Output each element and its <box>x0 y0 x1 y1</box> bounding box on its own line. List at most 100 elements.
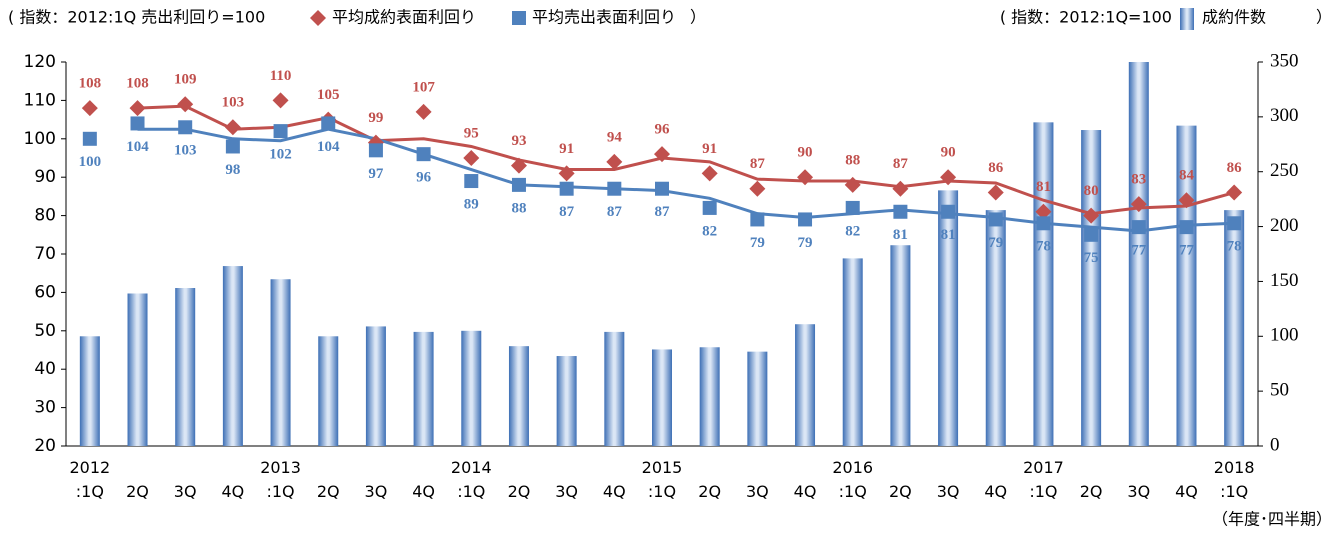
value-label: 102 <box>269 147 292 163</box>
right-note: ( 指数：2012:1Q=100 <box>1000 8 1172 27</box>
y-tick-label: 100 <box>24 129 56 149</box>
bar <box>365 326 386 446</box>
x-tick-label: 2Q <box>508 482 531 501</box>
legend-close: ） <box>690 8 706 27</box>
diamond-marker <box>1178 192 1195 209</box>
value-label: 108 <box>79 76 102 92</box>
value-label: 97 <box>368 166 384 182</box>
value-label: 84 <box>1179 168 1195 184</box>
value-label: 89 <box>464 196 479 212</box>
value-label: 108 <box>126 76 149 92</box>
square-marker <box>130 116 145 131</box>
value-label: 96 <box>416 170 432 186</box>
bar <box>461 330 482 446</box>
square-marker <box>178 120 193 135</box>
diamond-marker <box>415 103 432 120</box>
value-label: 107 <box>412 79 435 95</box>
square-marker <box>368 143 383 158</box>
x-tick-label: 2013:1Q <box>260 458 301 501</box>
diamond-marker <box>510 157 527 174</box>
square-marker <box>82 131 97 146</box>
diamond-marker <box>1130 196 1147 213</box>
square-marker <box>1179 220 1194 235</box>
value-label: 86 <box>1227 160 1243 176</box>
diamond-marker <box>654 146 670 163</box>
bar <box>842 258 863 446</box>
square-marker <box>225 139 240 154</box>
left-note: ( 指数：2012:1Q 売出利回り=100 <box>8 8 265 27</box>
square-marker <box>893 204 908 219</box>
bar <box>604 331 625 446</box>
value-label: 81 <box>941 227 956 243</box>
value-label: 109 <box>174 72 197 88</box>
legend-close: ） <box>1316 8 1332 27</box>
diamond-marker <box>1083 207 1100 224</box>
value-label: 99 <box>368 110 383 126</box>
value-label: 79 <box>798 235 813 251</box>
bar <box>318 336 339 446</box>
x-tick-label: 2018:1Q <box>1214 458 1255 501</box>
value-label: 82 <box>845 223 860 239</box>
value-label: 77 <box>1131 243 1147 259</box>
value-label: 90 <box>941 145 956 161</box>
value-label: 105 <box>317 87 340 103</box>
square-marker <box>988 212 1003 227</box>
diamond-marker <box>129 100 146 117</box>
value-label: 87 <box>655 204 671 220</box>
x-tick-label: 4Q <box>412 482 435 501</box>
value-label: 87 <box>750 156 766 172</box>
bar <box>79 336 100 446</box>
value-label: 77 <box>1179 243 1195 259</box>
plot: 20 30 40 50 60 70 80 90 100 110 120 0 50 100 150 200 250… <box>24 50 1299 500</box>
value-label: 80 <box>1084 183 1099 199</box>
value-label: 81 <box>1036 179 1051 195</box>
x-tick-label: 4Q <box>794 482 817 501</box>
y-tick-label: 90 <box>34 167 56 187</box>
x-tick-label: 2Q <box>126 482 149 501</box>
value-label: 83 <box>1131 172 1146 188</box>
value-label: 86 <box>988 160 1004 176</box>
legend-diamond <box>310 10 326 26</box>
bar <box>985 210 1006 446</box>
diamond-marker <box>463 150 480 166</box>
value-label: 103 <box>174 143 197 159</box>
bar <box>1081 130 1102 446</box>
y-tick-label: 120 <box>24 52 56 72</box>
bar <box>795 324 816 446</box>
y2-tick-label: 150 <box>1270 270 1299 291</box>
bar <box>508 346 529 446</box>
bar <box>938 190 959 446</box>
x-tick-label: 2016:1Q <box>832 458 873 501</box>
diamond-marker <box>224 119 241 136</box>
diamond-marker <box>749 180 766 197</box>
square-marker <box>1084 227 1099 242</box>
x-axis-label: （年度･四半期） <box>1212 510 1332 529</box>
x-tick-label: 3Q <box>555 482 578 501</box>
square-marker <box>1131 220 1146 235</box>
x-tick-label: 2014:1Q <box>451 458 492 501</box>
bar <box>652 349 672 446</box>
value-label: 87 <box>893 156 909 172</box>
value-label: 100 <box>79 154 102 170</box>
bar <box>1033 122 1054 446</box>
diamond-marker <box>177 96 194 113</box>
bar <box>747 351 768 446</box>
square-marker <box>464 174 479 189</box>
value-label: 104 <box>126 139 149 155</box>
y2-tick-label: 50 <box>1270 380 1289 401</box>
x-tick-label: 2012:1Q <box>69 458 110 501</box>
legend-bar <box>1180 8 1194 30</box>
y-tick-label: 80 <box>34 206 56 226</box>
value-label: 90 <box>798 145 813 161</box>
bar <box>890 245 911 446</box>
x-tick-label: 2Q <box>317 482 340 501</box>
y-tick-label: 20 <box>34 436 56 456</box>
value-label: 79 <box>750 235 765 251</box>
y-tick-label: 110 <box>24 90 56 110</box>
trend-line <box>137 104 1235 216</box>
legend-label: 平均売出表面利回り <box>532 8 676 27</box>
y-tick-label: 30 <box>34 398 56 418</box>
value-label: 87 <box>607 204 623 220</box>
square-marker <box>750 212 765 227</box>
